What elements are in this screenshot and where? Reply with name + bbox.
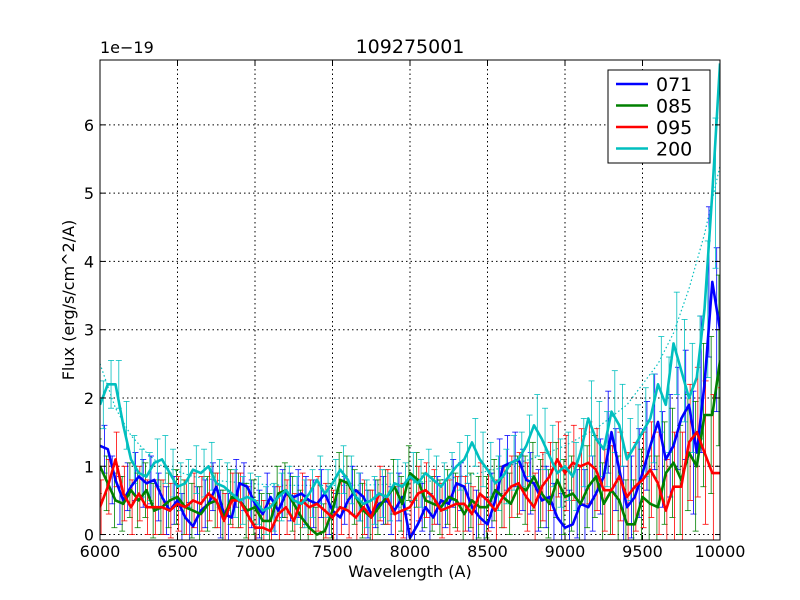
series-line-200 <box>100 63 720 512</box>
y-tick-label: 6 <box>84 116 94 135</box>
y-tick-label: 5 <box>84 184 94 203</box>
x-tick-label: 6000 <box>80 542 121 561</box>
data-layer <box>100 63 720 540</box>
grid <box>100 60 720 540</box>
x-axis-label: Wavelength (A) <box>348 562 471 581</box>
ticks: 6000 6500 7000 7500 8000 8500 9000 9500 10000 0 1 2… <box>80 60 746 561</box>
y-tick-label: 4 <box>84 252 94 271</box>
y-tick-label: 2 <box>84 389 94 408</box>
reference-curve <box>100 165 720 486</box>
x-tick-label: 9000 <box>545 542 586 561</box>
x-tick-label: 8500 <box>467 542 508 561</box>
y-tick-label: 0 <box>84 526 94 545</box>
x-tick-label: 7000 <box>235 542 276 561</box>
y-tick-label: 1 <box>84 457 94 476</box>
legend-label-085: 085 <box>656 96 692 118</box>
x-tick-label: 6500 <box>157 542 198 561</box>
x-tick-label: 7500 <box>312 542 353 561</box>
legend-frame <box>607 69 711 164</box>
y-axis-label: Flux (erg/s/cm^2/A) <box>59 220 78 381</box>
y-tick-label: 3 <box>84 321 94 340</box>
x-tick-label: 8000 <box>390 542 431 561</box>
series-line-085 <box>100 360 720 536</box>
x-tick-label: 9500 <box>622 542 663 561</box>
legend-label-095: 095 <box>656 117 692 139</box>
y-offset-label: 1e−19 <box>100 38 154 57</box>
legend-label-200: 200 <box>656 139 692 161</box>
legend-label-071: 071 <box>656 74 692 96</box>
chart-title: 109275001 <box>356 36 465 58</box>
series-line-095 <box>100 430 720 533</box>
x-tick-label: 10000 <box>695 542 746 561</box>
